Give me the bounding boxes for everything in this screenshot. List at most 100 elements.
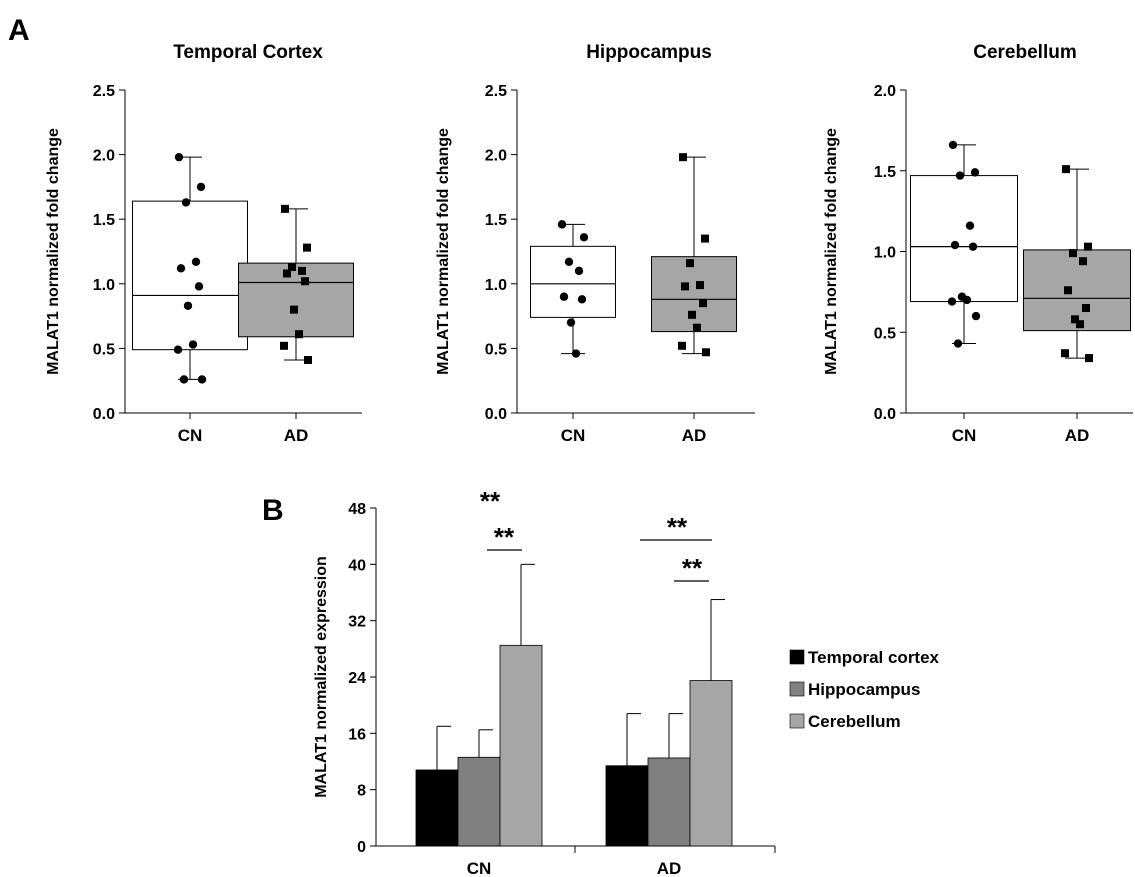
legend: Temporal cortex Hippocampus Cerebellum — [789, 648, 940, 731]
legend-label-temporal-cortex: Temporal cortex — [808, 648, 940, 667]
data-point — [699, 299, 707, 308]
data-point — [1084, 242, 1092, 251]
data-point — [301, 277, 309, 286]
x-tick-label: AD — [284, 426, 309, 445]
y-tick-label: 16 — [348, 726, 366, 743]
boxplot-temporal-cortex: Temporal Cortex MALAT1 normalized fold ch… — [45, 42, 362, 445]
boxplot-hippocampus: Hippocampus MALAT1 normalized fold change… — [435, 42, 755, 445]
data-point — [1064, 286, 1072, 295]
x-tick-label: AD — [1065, 426, 1090, 445]
data-point — [955, 171, 965, 180]
y-tick-label: 2.0 — [874, 83, 896, 100]
data-point — [950, 240, 960, 250]
y-tick-label: 1.5 — [874, 164, 896, 181]
significance-label: ** — [682, 553, 703, 583]
data-point — [1062, 165, 1070, 174]
x-tick-label: AD — [657, 859, 682, 877]
bar-cerebellum-ad — [689, 680, 733, 847]
data-point — [968, 242, 978, 251]
x-tick-label: CN — [467, 859, 492, 877]
y-tick-label: 1.5 — [93, 212, 115, 229]
data-point — [298, 266, 306, 275]
data-point — [701, 234, 709, 243]
data-point — [283, 269, 291, 278]
significance-label: ** — [667, 512, 688, 542]
box-ad — [238, 262, 354, 338]
y-tick-label: 1.0 — [93, 277, 115, 294]
significance-label: ** — [494, 522, 515, 552]
data-point — [962, 295, 972, 305]
chart-title: Temporal Cortex — [173, 42, 323, 63]
y-tick-label: 1.0 — [874, 245, 896, 262]
data-point — [197, 375, 207, 384]
box-cn — [530, 245, 616, 318]
data-point — [571, 349, 581, 358]
data-point — [179, 375, 189, 384]
bar-hippocampus-cn — [457, 756, 501, 847]
data-point — [693, 323, 701, 332]
box-cn — [132, 200, 248, 351]
data-point — [688, 310, 696, 319]
y-tick-label: 0.5 — [874, 325, 896, 342]
data-point — [686, 259, 694, 268]
y-tick-label: 2.0 — [93, 148, 115, 165]
data-point — [953, 339, 963, 348]
data-point — [191, 257, 201, 267]
x-tick-label: AD — [682, 426, 707, 445]
chart-title: Cerebellum — [973, 42, 1076, 63]
y-tick-label: 2.5 — [93, 83, 115, 100]
data-point — [1079, 257, 1087, 266]
data-point — [288, 263, 296, 272]
data-point — [196, 182, 206, 192]
y-axis-label: MALAT1 normalized expression — [313, 556, 330, 798]
y-tick-label: 0.0 — [485, 406, 507, 423]
data-point — [970, 168, 980, 177]
y-axis-label: MALAT1 normalized fold change — [435, 128, 452, 375]
data-point — [1071, 315, 1079, 324]
y-tick-label: 40 — [348, 557, 366, 574]
x-tick-label: CN — [561, 426, 586, 445]
x-tick-label: CN — [952, 426, 977, 445]
data-point — [1061, 349, 1069, 358]
y-tick-label: 24 — [348, 670, 366, 687]
data-point — [194, 282, 204, 291]
y-tick-label: 0 — [357, 839, 366, 856]
chart-title: Hippocampus — [586, 42, 712, 63]
significance-label: ** — [480, 486, 501, 516]
data-point — [696, 281, 704, 290]
bar-temporal-cortex-cn — [415, 769, 459, 847]
y-tick-label: 32 — [348, 614, 366, 631]
data-point — [557, 220, 567, 229]
y-tick-label: 1.5 — [485, 212, 507, 229]
data-point — [1069, 249, 1077, 258]
legend-label-hippocampus: Hippocampus — [808, 680, 920, 699]
data-point — [702, 348, 710, 357]
data-point — [181, 198, 191, 207]
legend-swatch-temporal-cortex — [789, 649, 805, 665]
panel-label-a: A — [8, 14, 30, 47]
data-point — [188, 340, 198, 349]
data-point — [965, 221, 975, 230]
data-point — [678, 341, 686, 350]
y-axis-label: MALAT1 normalized fold change — [823, 128, 840, 375]
y-tick-label: 1.0 — [485, 277, 507, 294]
data-point — [577, 295, 587, 304]
data-point — [304, 356, 312, 365]
data-point — [173, 345, 183, 354]
data-point — [1082, 304, 1090, 313]
data-point — [566, 318, 576, 327]
data-point — [176, 264, 186, 273]
y-tick-label: 0.5 — [485, 341, 507, 358]
data-point — [295, 330, 303, 339]
bar-cerebellum-cn — [499, 644, 543, 847]
data-point — [947, 297, 957, 306]
y-tick-label: 2.5 — [485, 83, 507, 100]
y-tick-label: 0.0 — [93, 406, 115, 423]
bar-temporal-cortex-ad — [605, 765, 649, 847]
data-point — [183, 301, 193, 310]
y-tick-label: 0.0 — [874, 406, 896, 423]
data-point — [948, 140, 958, 150]
data-point — [564, 257, 574, 267]
data-point — [290, 305, 298, 314]
